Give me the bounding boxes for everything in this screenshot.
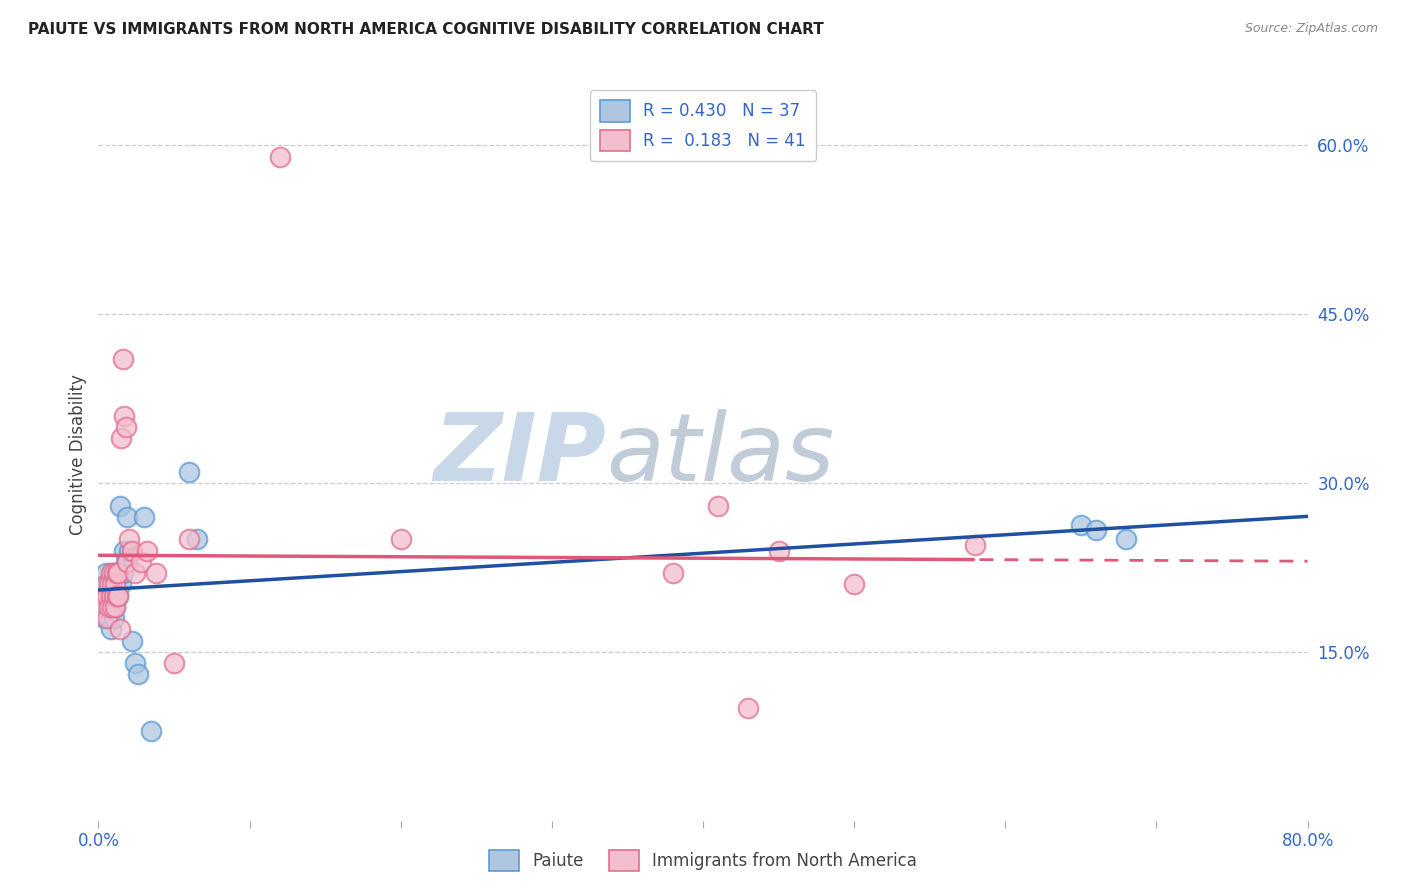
- Point: [1115, 533, 1137, 547]
- Point: [107, 566, 129, 580]
- Point: [94, 589, 117, 603]
- Point: [94, 577, 117, 591]
- Point: [98, 599, 121, 614]
- Point: [111, 352, 134, 367]
- Point: [108, 623, 131, 637]
- Point: [110, 577, 132, 591]
- Point: [96, 589, 118, 603]
- Point: [179, 533, 201, 547]
- Point: [96, 577, 118, 591]
- Point: [141, 723, 163, 738]
- Point: [965, 538, 987, 552]
- Point: [94, 566, 117, 580]
- Point: [103, 611, 125, 625]
- Point: [104, 589, 127, 603]
- Point: [104, 599, 127, 614]
- Point: [105, 566, 128, 580]
- Point: [104, 577, 127, 591]
- Point: [104, 599, 127, 614]
- Point: [107, 589, 129, 603]
- Point: [389, 533, 412, 547]
- Point: [114, 419, 136, 434]
- Point: [844, 577, 866, 591]
- Point: [124, 566, 146, 580]
- Point: [93, 611, 115, 625]
- Point: [100, 589, 122, 603]
- Point: [127, 667, 149, 681]
- Point: [269, 150, 291, 164]
- Point: [112, 409, 135, 423]
- Point: [93, 599, 115, 614]
- Point: [1085, 524, 1108, 538]
- Point: [101, 577, 124, 591]
- Point: [110, 431, 132, 445]
- Point: [100, 566, 122, 580]
- Point: [114, 555, 136, 569]
- Point: [100, 589, 122, 603]
- Point: [98, 577, 121, 591]
- Point: [186, 533, 208, 547]
- Point: [111, 566, 134, 580]
- Point: [105, 589, 128, 603]
- Text: atlas: atlas: [606, 409, 835, 500]
- Point: [135, 543, 157, 558]
- Point: [98, 577, 121, 591]
- Point: [132, 509, 155, 524]
- Point: [115, 555, 138, 569]
- Point: [91, 589, 114, 603]
- Y-axis label: Cognitive Disability: Cognitive Disability: [69, 375, 87, 535]
- Point: [107, 589, 129, 603]
- Point: [96, 611, 118, 625]
- Text: ZIP: ZIP: [433, 409, 606, 501]
- Point: [163, 656, 186, 670]
- Point: [129, 555, 152, 569]
- Point: [105, 566, 128, 580]
- Point: [145, 566, 167, 580]
- Point: [118, 543, 141, 558]
- Point: [96, 599, 118, 614]
- Point: [91, 589, 114, 603]
- Point: [98, 611, 121, 625]
- Point: [101, 599, 124, 614]
- Legend: Paiute, Immigrants from North America: Paiute, Immigrants from North America: [482, 844, 924, 878]
- Point: [112, 543, 135, 558]
- Point: [103, 566, 125, 580]
- Point: [121, 633, 143, 648]
- Point: [707, 499, 730, 513]
- Point: [101, 566, 124, 580]
- Point: [103, 589, 125, 603]
- Point: [107, 566, 129, 580]
- Point: [101, 599, 124, 614]
- Text: PAIUTE VS IMMIGRANTS FROM NORTH AMERICA COGNITIVE DISABILITY CORRELATION CHART: PAIUTE VS IMMIGRANTS FROM NORTH AMERICA …: [28, 22, 824, 37]
- Text: Source: ZipAtlas.com: Source: ZipAtlas.com: [1244, 22, 1378, 36]
- Point: [768, 543, 790, 558]
- Point: [121, 543, 143, 558]
- Point: [108, 499, 131, 513]
- Point: [737, 701, 759, 715]
- Point: [115, 509, 138, 524]
- Point: [662, 566, 685, 580]
- Point: [100, 623, 122, 637]
- Point: [179, 465, 201, 479]
- Point: [118, 533, 141, 547]
- Point: [103, 577, 125, 591]
- Point: [1070, 517, 1092, 532]
- Point: [124, 656, 146, 670]
- Point: [105, 589, 128, 603]
